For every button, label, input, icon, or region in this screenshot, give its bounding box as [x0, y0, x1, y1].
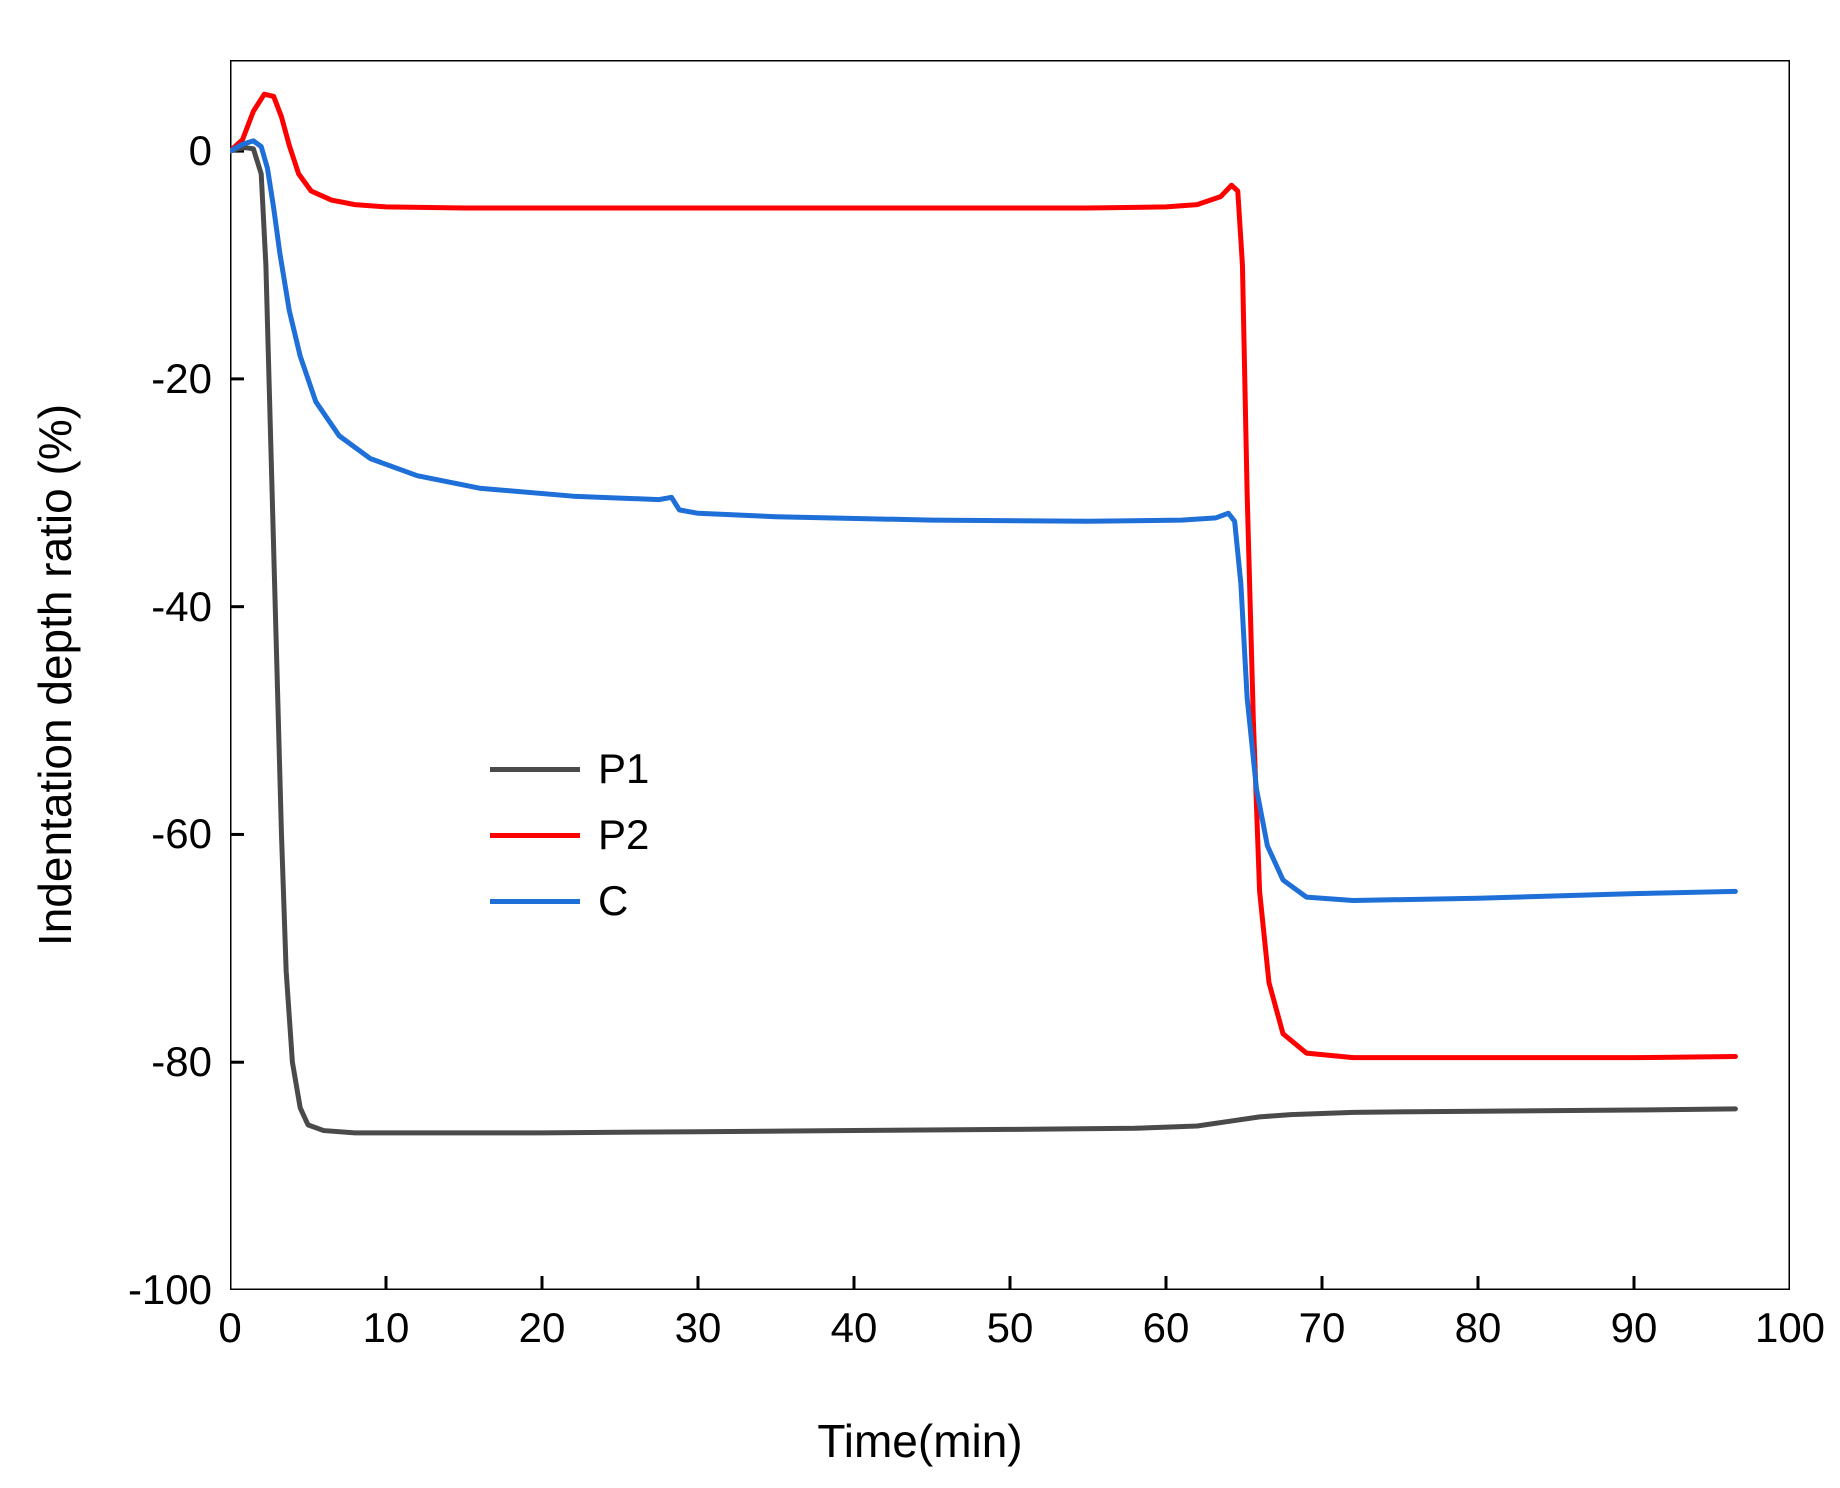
legend-swatch-c: [490, 899, 580, 904]
legend-label-c: C: [598, 877, 628, 925]
chart-container: Indentation depth ratio (%) Time(min) P1…: [0, 0, 1840, 1488]
x-axis-label: Time(min): [817, 1414, 1022, 1468]
x-tick-label: 0: [218, 1304, 241, 1352]
x-tick-label: 40: [831, 1304, 878, 1352]
y-tick-label: -20: [151, 355, 212, 403]
legend-swatch-p2: [490, 833, 580, 838]
x-tick-label: 100: [1755, 1304, 1825, 1352]
y-tick-label: -100: [128, 1266, 212, 1314]
series-P1: [230, 148, 1735, 1133]
legend-item-p2: P2: [490, 811, 649, 859]
series-C: [230, 141, 1735, 901]
y-tick-label: -40: [151, 583, 212, 631]
x-tick-label: 20: [519, 1304, 566, 1352]
y-tick-label: -80: [151, 1038, 212, 1086]
series-P2: [230, 94, 1735, 1057]
legend: P1 P2 C: [490, 745, 649, 943]
y-axis-label: Indentation depth ratio (%): [28, 404, 82, 946]
legend-swatch-p1: [490, 767, 580, 772]
x-tick-label: 10: [363, 1304, 410, 1352]
legend-label-p2: P2: [598, 811, 649, 859]
x-tick-label: 60: [1143, 1304, 1190, 1352]
plot-area: [230, 60, 1790, 1290]
legend-label-p1: P1: [598, 745, 649, 793]
y-tick-label: 0: [189, 127, 212, 175]
legend-item-p1: P1: [490, 745, 649, 793]
y-tick-label: -60: [151, 810, 212, 858]
x-tick-label: 80: [1455, 1304, 1502, 1352]
legend-item-c: C: [490, 877, 649, 925]
x-tick-label: 30: [675, 1304, 722, 1352]
x-tick-label: 70: [1299, 1304, 1346, 1352]
x-tick-label: 50: [987, 1304, 1034, 1352]
x-tick-label: 90: [1611, 1304, 1658, 1352]
